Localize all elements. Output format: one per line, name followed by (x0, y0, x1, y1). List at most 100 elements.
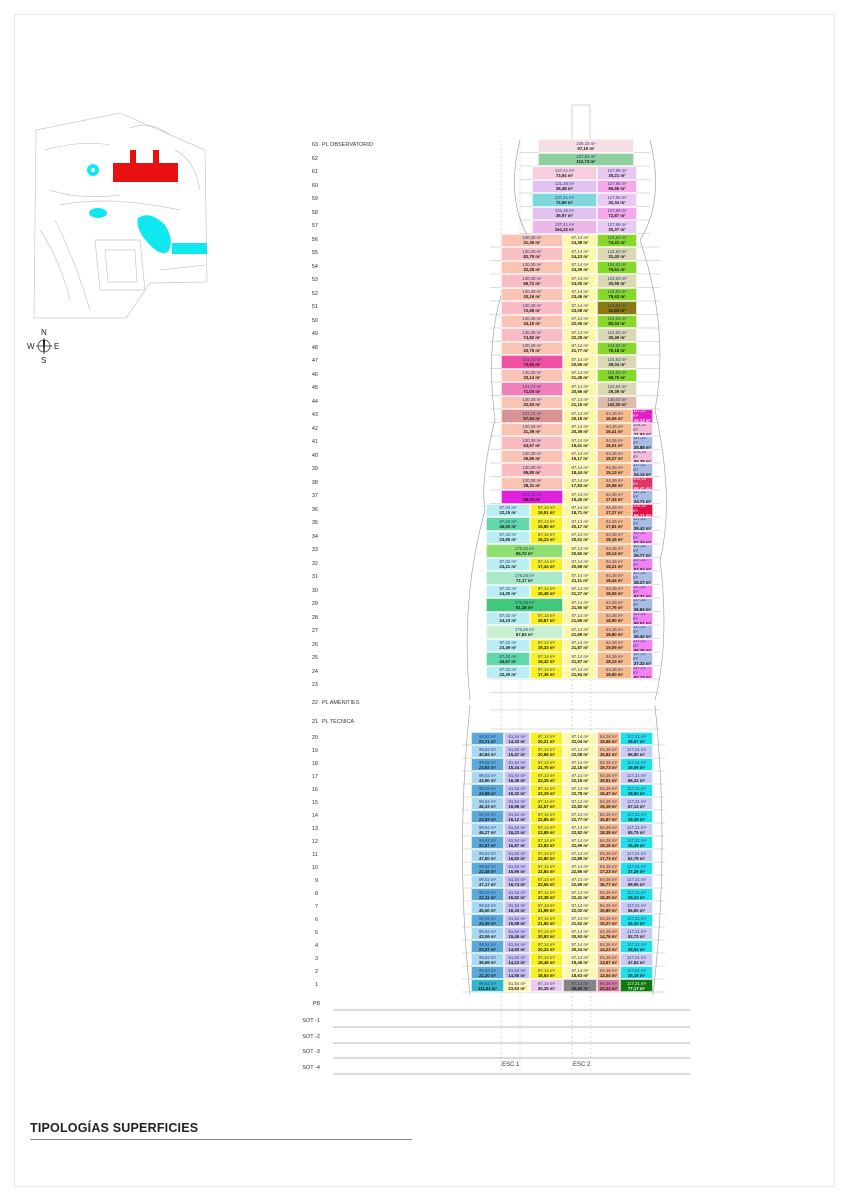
unit-built-area: 87,14 m² (538, 653, 555, 659)
unit-built-area: 99,62 m² (479, 811, 496, 817)
unit-cell: 141,72 m² 71,03 m² (501, 382, 563, 396)
unit-built-area: 99,62 m² (479, 759, 496, 765)
unit-terrace-area: 24,71 m² (633, 499, 652, 504)
unit-terrace-area: 44,67 m² (499, 658, 517, 664)
unit-cell: 87,14 m² 22,18 m² (563, 758, 597, 771)
unit-terrace-area: 19,09 m² (605, 645, 624, 651)
floor-number: 24 (311, 668, 318, 675)
unit-built-area: 124,83 m² (607, 343, 627, 349)
unit-built-area: 117,21 m² (626, 746, 647, 752)
floor-label: 21 PL TECNICA (300, 719, 354, 725)
unit-terrace-area: 18,39 m² (599, 829, 618, 835)
unit-cell: 87,14 m² 22,85 m² (530, 810, 563, 823)
unit-cell: 87,14 m² 30,25 m² (530, 979, 563, 992)
floor-label: 23 (300, 682, 322, 688)
unit-terrace-area: 22,28 m² (571, 334, 589, 340)
unit-terrace-area: 21,99 m² (537, 907, 556, 913)
unit-terrace-area: 21,50 m² (571, 604, 589, 610)
site-boundary (33, 112, 208, 319)
floor-number: 20 (311, 735, 318, 741)
unit-built-area: 117,21 m² (633, 463, 646, 473)
floor-label: 56 (300, 237, 322, 243)
unit-built-area: 117,21 m² (633, 584, 646, 594)
unit-terrace-area: 77,17 m² (627, 985, 646, 991)
floor-number: 52 (311, 290, 318, 297)
unit-cell: 87,02 m² 23,49 m² (486, 638, 530, 652)
floor-number: 13 (311, 826, 318, 832)
unit-built-area: 84,36 m² (606, 545, 623, 551)
unit-built-area: 87,14 m² (571, 850, 589, 856)
unit-built-area: 61,54 m² (508, 850, 526, 856)
unit-cell: 84,36 m² 18,60 m² (597, 665, 632, 679)
floor-label: 49 (300, 331, 322, 337)
unit-terrace-area: 23,00 m² (571, 280, 589, 286)
floor-label: 14 (300, 813, 322, 819)
unit-built-area: 87,14 m² (571, 491, 589, 497)
unit-cell: 130,38 m² 33,16 m² (501, 287, 563, 301)
unit-terrace-area: 67,13 m² (633, 674, 652, 679)
unit-terrace-area: 19,46 m² (571, 959, 589, 965)
unit-cell: 176,26 m² 65,72 m² (486, 544, 563, 558)
unit-terrace-area: 73,53 m² (523, 361, 541, 367)
unit-built-area: 136,00 m² (607, 397, 627, 403)
unit-terrace-area: 27,29 m² (627, 868, 646, 874)
unit-cell: 61,54 m² 15,98 m² (504, 914, 530, 927)
floor-number: 40 (311, 452, 318, 459)
unit-cell: 136,00 m² 142,20 m² (597, 395, 637, 409)
unit-terrace-area: 17,36 m² (537, 672, 556, 678)
unit-built-area: 237,92 m² (576, 154, 596, 160)
unit-built-area: 87,14 m² (571, 518, 589, 524)
unit-cell: 99,62 m² 23,07 m² (471, 940, 504, 953)
unit-terrace-area: 22,15 m² (499, 510, 517, 516)
floor-number: 17 (311, 774, 318, 780)
unit-cell: 61,54 m² 14,58 m² (504, 966, 530, 979)
unit-terrace-area: 22,08 m² (571, 751, 589, 757)
unit-built-area: 117,21 m² (633, 557, 646, 567)
basement-level-label: SOT -3 (300, 1049, 324, 1055)
unit-cell: 117,21 m² 65,51 m² (632, 611, 653, 625)
unit-built-area: 84,36 m² (600, 837, 617, 843)
compass-rose: N S W E (26, 328, 66, 368)
unit-cell: 87,14 m² 22,86 m² (563, 862, 597, 875)
unit-terrace-area: 25,77 m² (633, 553, 652, 558)
unit-terrace-area: 67,94 m² (523, 415, 541, 421)
unit-cell: 124,83 m² 29,39 m² (597, 382, 637, 396)
unit-built-area: 124,83 m² (607, 356, 627, 362)
unit-built-area: 141,72 m² (522, 491, 542, 497)
unit-terrace-area: 74,82 m² (523, 334, 541, 340)
unit-cell: 87,14 m² 19,33 m² (530, 638, 563, 652)
unit-cell: 87,14 m² 15,48 m² (530, 584, 563, 598)
unit-cell: 124,83 m² 28,04 m² (597, 355, 637, 369)
unit-cell: 84,36 m² 18,21 m² (597, 557, 632, 571)
unit-built-area: 117,21 m² (626, 850, 647, 856)
unit-cell: 117,21 m² 29,67 m² (620, 732, 653, 745)
unit-terrace-area: 26,49 m² (627, 842, 646, 848)
unit-cell: 87,14 m² 20,86 m² (530, 745, 563, 758)
floor-label: 32 (300, 561, 322, 567)
unit-terrace-area: 19,40 m² (571, 496, 589, 502)
unit-cell: 137,41 m² 164,32 m² (532, 220, 597, 234)
unit-built-area: 87,14 m² (571, 248, 589, 254)
unit-built-area: 87,14 m² (571, 451, 589, 457)
unit-terrace-area: 62,79 m² (627, 855, 646, 861)
unit-cell: 87,14 m² 18,44 m² (563, 463, 597, 477)
unit-cell: 61,54 m² 16,32 m² (504, 784, 530, 797)
unit-cell: 117,21 m² 77,17 m² (620, 979, 653, 992)
tower-outline-right (639, 139, 667, 701)
unit-built-area: 87,14 m² (571, 586, 589, 592)
unit-cell: 87,14 m² 21,87 m² (563, 638, 597, 652)
unit-terrace-area: 18,44 m² (571, 469, 589, 475)
unit-cell: 117,21 m² 61,34 m² (632, 530, 653, 544)
unit-built-area: 84,36 m² (606, 424, 623, 430)
unit-terrace-area: 76,18 m² (608, 348, 626, 354)
unit-cell: 87,02 m² 44,67 m² (486, 652, 530, 666)
unit-cell: 117,21 m² 56,60 m² (620, 901, 653, 914)
unit-terrace-area: 22,89 m² (571, 855, 589, 861)
unit-built-area: 87,14 m² (538, 640, 555, 646)
unit-terrace-area: 18,15 m² (605, 537, 624, 543)
unit-cell: 117,21 m² 25,42 m² (632, 517, 653, 531)
unit-built-area: 87,14 m² (571, 545, 589, 551)
unit-terrace-area: 22,86 m² (571, 868, 589, 874)
floor-number: 31 (311, 574, 318, 580)
floor-label: 8 (300, 891, 322, 897)
